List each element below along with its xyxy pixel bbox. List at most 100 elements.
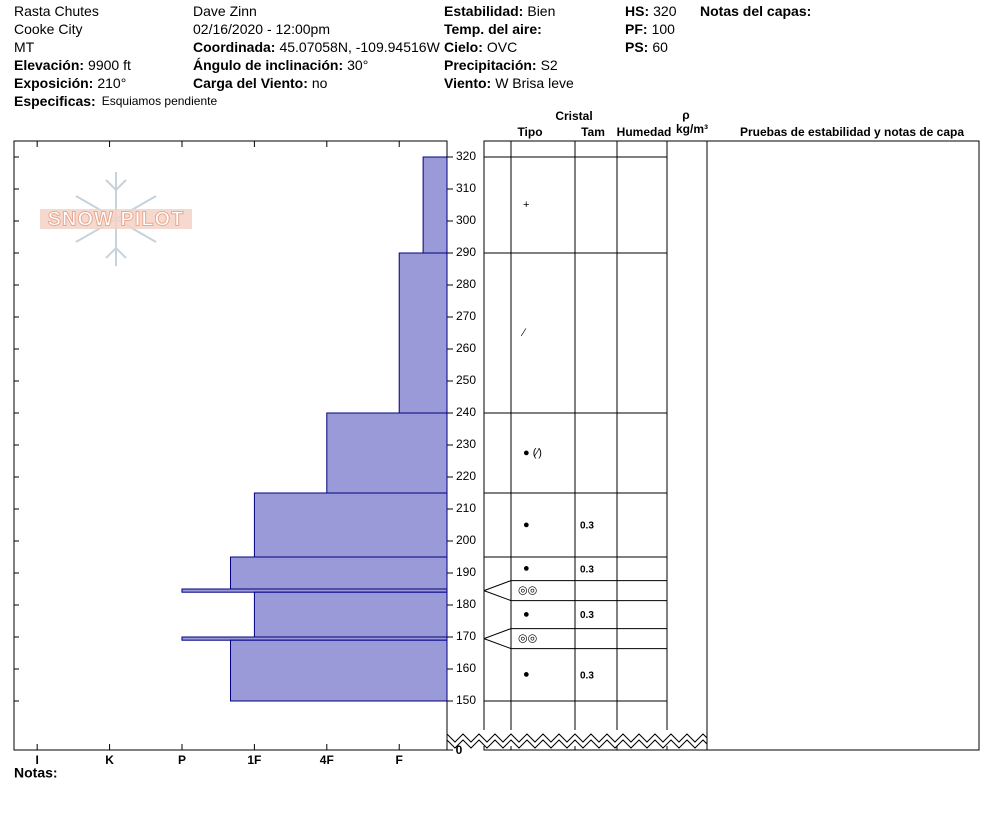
header-text: 02/16/2020 - 12:00pm bbox=[193, 21, 330, 37]
header-field: Coordinada: 45.07058N, -109.94516W bbox=[193, 39, 441, 55]
field-label: Precipitación: bbox=[444, 57, 537, 73]
y-tick-label: 160 bbox=[456, 661, 476, 675]
header-field: Cielo: OVC bbox=[444, 39, 517, 55]
field-value: 45.07058N, -109.94516W bbox=[279, 39, 440, 55]
connector bbox=[483, 628, 512, 640]
y-tick-label: 240 bbox=[456, 405, 476, 419]
header-field: PS: 60 bbox=[625, 39, 668, 55]
header-text: Dave Zinn bbox=[193, 3, 257, 19]
notes-label: Notas: bbox=[14, 765, 58, 781]
header-field: Rasta Chutes bbox=[14, 3, 99, 19]
header-text: MT bbox=[14, 39, 35, 55]
break-zigzag bbox=[446, 733, 708, 743]
field-value: 100 bbox=[652, 21, 676, 37]
header-field: Precipitación: S2 bbox=[444, 57, 558, 73]
logo-text: SNOW PILOT bbox=[48, 208, 185, 230]
grain-type: ● bbox=[523, 609, 530, 621]
field-value: Bien bbox=[527, 3, 555, 19]
header-field: Dave Zinn bbox=[193, 3, 257, 19]
field-value: 30° bbox=[347, 57, 368, 73]
y-tick-label: 200 bbox=[456, 533, 476, 547]
grain-size: 0.3 bbox=[580, 610, 594, 621]
grain-type: ⁄ bbox=[520, 327, 527, 339]
table-frame bbox=[483, 140, 980, 751]
field-value: 320 bbox=[653, 3, 677, 19]
grain-type: ● bbox=[523, 519, 530, 531]
connector bbox=[483, 638, 512, 650]
header-field: Temp. del aire: bbox=[444, 21, 542, 37]
col-header: Humedad bbox=[617, 125, 672, 139]
y-tick-label: 280 bbox=[456, 277, 476, 291]
y-tick-label: 270 bbox=[456, 309, 476, 323]
y-tick-label: 230 bbox=[456, 437, 476, 451]
col-header: Tipo bbox=[517, 125, 542, 139]
table-columns bbox=[510, 141, 708, 750]
field-value: S2 bbox=[541, 57, 558, 73]
col-header: Pruebas de estabilidad y notas de capa bbox=[740, 125, 964, 139]
y-tick-label: 310 bbox=[456, 181, 476, 195]
field-value: 60 bbox=[652, 39, 668, 55]
field-label: Viento: bbox=[444, 75, 491, 91]
field-label: Especificas: bbox=[14, 93, 96, 109]
y-tick-label: 180 bbox=[456, 597, 476, 611]
y-tick-label: 250 bbox=[456, 373, 476, 387]
hardness-bar bbox=[253, 591, 448, 638]
hardness-bar bbox=[422, 156, 448, 254]
y-tick-label: 260 bbox=[456, 341, 476, 355]
field-label: PS: bbox=[625, 39, 648, 55]
y-tick-label: 0 bbox=[456, 743, 463, 757]
header-field: Elevación: 9900 ft bbox=[14, 57, 131, 73]
field-label: Cielo: bbox=[444, 39, 483, 55]
header-field: Carga del Viento: no bbox=[193, 75, 328, 91]
x-tick-label: 1F bbox=[247, 753, 261, 767]
field-value: no bbox=[312, 75, 328, 91]
header-field: PF: 100 bbox=[625, 21, 675, 37]
field-label: Estabilidad: bbox=[444, 3, 523, 19]
field-label: Elevación: bbox=[14, 57, 84, 73]
header-field: 02/16/2020 - 12:00pm bbox=[193, 21, 330, 37]
x-tick-label: 4F bbox=[320, 753, 334, 767]
y-tick-label: 150 bbox=[456, 693, 476, 707]
hardness-bar bbox=[230, 556, 448, 590]
field-label: Exposición: bbox=[14, 75, 93, 91]
field-value: OVC bbox=[487, 39, 517, 55]
field-value: 210° bbox=[97, 75, 126, 91]
hardness-bar bbox=[253, 492, 448, 558]
header-field: Cooke City bbox=[14, 21, 82, 37]
header-field: Exposición: 210° bbox=[14, 75, 126, 91]
y-tick-label: 190 bbox=[456, 565, 476, 579]
field-value: 9900 ft bbox=[88, 57, 131, 73]
field-label: Temp. del aire: bbox=[444, 21, 542, 37]
col-header: Cristal bbox=[555, 109, 592, 123]
header-field: Estabilidad: Bien bbox=[444, 3, 555, 19]
field-value: W Brisa leve bbox=[495, 75, 574, 91]
grain-type: ◎◎ bbox=[518, 633, 537, 645]
y-tick-label: 320 bbox=[456, 149, 476, 163]
y-tick-label: 220 bbox=[456, 469, 476, 483]
y-tick-label: 170 bbox=[456, 629, 476, 643]
col-header: Tam bbox=[581, 125, 605, 139]
break-zigzag bbox=[446, 739, 708, 749]
y-tick-label: 300 bbox=[456, 213, 476, 227]
grain-type: ● (⁄) bbox=[523, 447, 542, 459]
field-label: Notas del capas: bbox=[700, 3, 811, 19]
grain-size: 0.3 bbox=[580, 564, 594, 575]
field-label: PF: bbox=[625, 21, 648, 37]
header-field: Notas del capas: bbox=[700, 3, 811, 19]
logo-band bbox=[40, 209, 192, 229]
header-field: Viento: W Brisa leve bbox=[444, 75, 574, 91]
header-field: Especificas: Esquiamos pendiente bbox=[14, 93, 217, 109]
header-text: Rasta Chutes bbox=[14, 3, 99, 19]
grain-type: ● bbox=[523, 669, 530, 681]
grain-size: 0.3 bbox=[580, 670, 594, 681]
x-tick-label: I bbox=[35, 753, 38, 767]
field-label: Carga del Viento: bbox=[193, 75, 308, 91]
x-tick-label: F bbox=[396, 753, 403, 767]
hardness-bar bbox=[230, 639, 448, 702]
hardness-bar bbox=[326, 412, 448, 494]
col-header: ρ bbox=[682, 108, 689, 122]
connector bbox=[483, 590, 512, 602]
field-value: Esquiamos pendiente bbox=[102, 94, 218, 108]
field-label: HS: bbox=[625, 3, 649, 19]
